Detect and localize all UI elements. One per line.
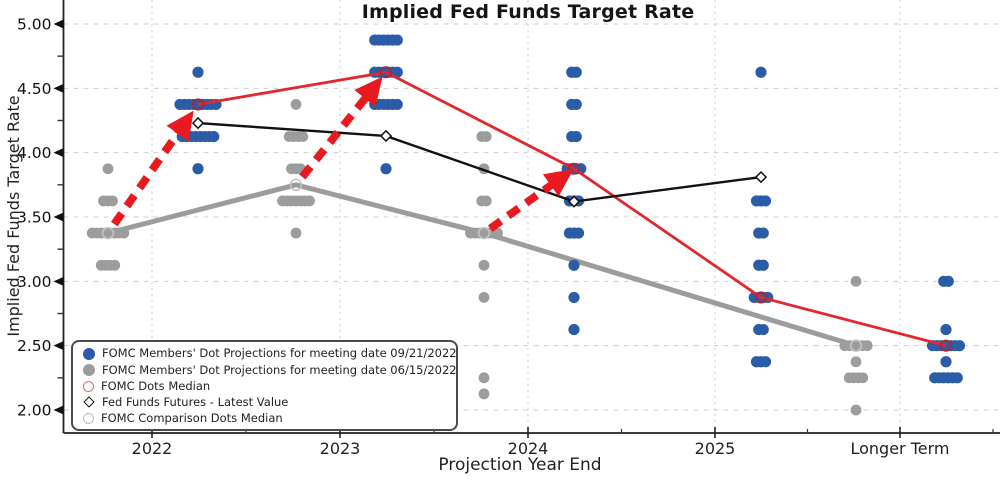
filled-blue-dot-icon [83,348,95,360]
filled-gray-dot-icon [83,364,95,377]
legend-item-sept-dots: FOMC Members' Dot Projections for meetin… [83,348,457,360]
y-axis-label: Implied Fed Funds Target Rate [4,95,23,337]
open-gray-circle-icon [83,412,94,424]
svg-text:2.00: 2.00 [17,401,52,419]
legend-item-june-dots: FOMC Members' Dot Projections for meetin… [83,364,457,377]
svg-text:5.00: 5.00 [17,16,52,34]
svg-text:Longer Term: Longer Term [850,439,949,458]
legend-label: FOMC Comparison Dots Median [101,410,283,425]
svg-text:4.00: 4.00 [17,144,52,162]
open-red-circle-icon [83,381,94,392]
legend-label: Fed Funds Futures - Latest Value [102,394,289,409]
legend: FOMC Members' Dot Projections for meetin… [71,340,458,431]
x-axis-label: Projection Year End [438,455,602,475]
svg-text:4.50: 4.50 [17,80,52,98]
chart-title: Implied Fed Funds Target Rate [361,1,695,23]
open-diamond-icon [83,396,95,409]
legend-item-futures: Fed Funds Futures - Latest Value [83,394,448,409]
svg-text:2024: 2024 [508,439,549,458]
svg-text:2022: 2022 [132,439,173,458]
legend-item-comparison-median: FOMC Comparison Dots Median [83,410,448,425]
svg-text:2025: 2025 [695,439,736,458]
svg-text:2023: 2023 [320,439,361,458]
legend-label: FOMC Members' Dot Projections for meetin… [102,346,457,361]
legend-label: FOMC Members' Dot Projections for meetin… [102,362,457,377]
legend-item-fomc-median: FOMC Dots Median [83,378,448,393]
legend-label: FOMC Dots Median [101,378,211,393]
svg-text:3.00: 3.00 [17,273,52,291]
svg-text:3.50: 3.50 [17,208,52,226]
svg-text:2.50: 2.50 [17,337,52,355]
